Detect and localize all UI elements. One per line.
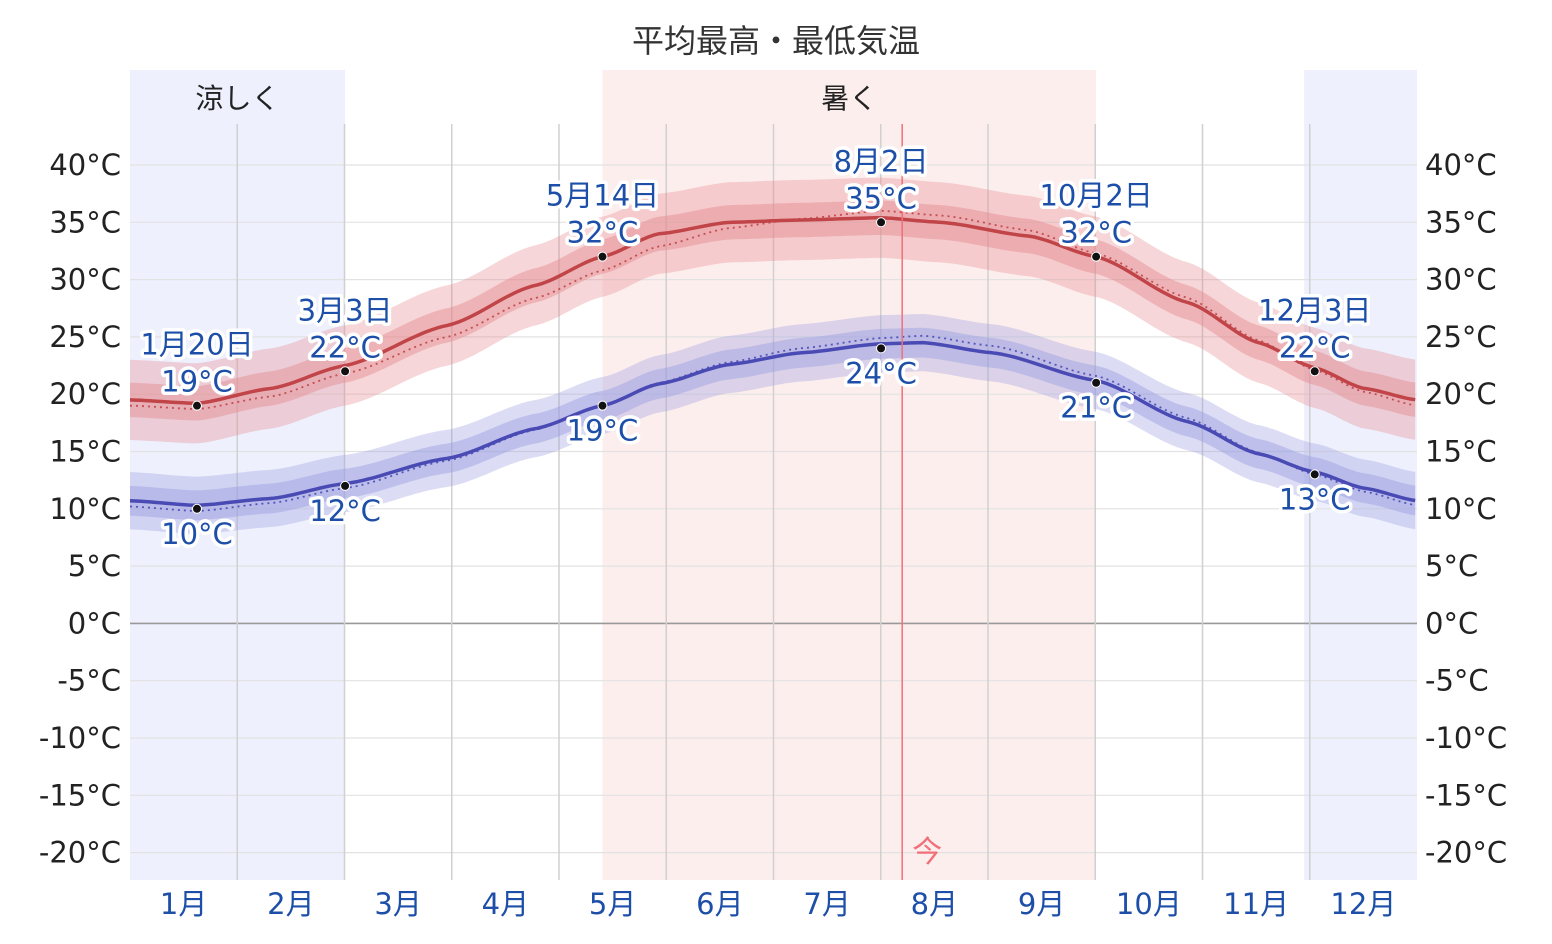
month-label: 3月 [374, 887, 421, 921]
chart-title: 平均最高・最低気温 [632, 22, 920, 60]
month-label: 5月 [589, 887, 636, 921]
high-point-label: 35°C [845, 181, 917, 215]
high-point-date: 5月14日 [546, 179, 659, 213]
low-point-label: 19°C [567, 414, 639, 448]
high-point-marker [597, 251, 608, 262]
season-label-0: 涼しく [196, 82, 280, 115]
y-tick-label-left: 30°C [49, 263, 121, 297]
y-tick-label-right: 25°C [1425, 320, 1497, 354]
y-tick-label-left: 5°C [68, 549, 121, 583]
season-label-2: 暑く [821, 82, 877, 115]
y-tick-label-left: -20°C [39, 836, 121, 870]
month-label: 12月 [1330, 887, 1396, 921]
y-tick-label-right: 35°C [1425, 205, 1497, 239]
axis-labels: 40°C 40°C 35°C 35°C 30°C 30°C 25°C 25°C 20°C 20°C… [39, 148, 1507, 921]
y-tick-label-left: -10°C [39, 721, 121, 755]
high-point-marker [340, 366, 351, 377]
y-tick-label-left: 40°C [49, 148, 121, 182]
y-tick-label-left: 0°C [68, 606, 121, 640]
high-point-label: 32°C [1060, 216, 1132, 250]
month-label: 6月 [696, 887, 743, 921]
high-point-label: 32°C [567, 216, 639, 250]
y-tick-label-right: 30°C [1425, 263, 1497, 297]
high-point-date: 1月20日 [140, 328, 253, 362]
low-point-label: 13°C [1279, 482, 1351, 516]
season-band-2 [602, 70, 1097, 880]
high-point-date: 8月2日 [834, 144, 929, 178]
today-marker: 今 [901, 124, 942, 880]
high-point-marker [1091, 251, 1102, 262]
y-tick-label-right: 15°C [1425, 435, 1497, 469]
low-point-label: 24°C [845, 356, 917, 390]
month-label: 10月 [1116, 887, 1182, 921]
low-point-marker [597, 400, 608, 411]
high-point-label: 19°C [161, 365, 233, 399]
y-tick-label-right: 0°C [1425, 606, 1478, 640]
low-point-label: 10°C [161, 517, 233, 551]
high-point-date: 10月2日 [1039, 179, 1152, 213]
high-normal-line [129, 209, 1416, 410]
month-label: 9月 [1018, 887, 1065, 921]
high-point-date: 3月3日 [298, 293, 393, 327]
month-label: 11月 [1223, 887, 1289, 921]
high-line [129, 215, 1416, 406]
y-tick-label-left: -5°C [57, 664, 121, 698]
low-point-label: 21°C [1060, 391, 1132, 425]
y-tick-label-left: -15°C [39, 778, 121, 812]
today-label: 今 [912, 835, 942, 870]
low-point-marker [191, 503, 202, 514]
y-tick-label-right: 5°C [1425, 549, 1478, 583]
low-point-marker [876, 343, 887, 354]
y-tick-label-left: 20°C [49, 377, 121, 411]
grid [130, 124, 1417, 880]
low-point-marker [1309, 469, 1320, 480]
y-tick-label-left: 10°C [49, 492, 121, 526]
high-point-date: 12月3日 [1258, 293, 1371, 327]
high-band-outer [130, 177, 1416, 444]
month-label: 7月 [803, 887, 850, 921]
y-tick-label-left: 25°C [49, 320, 121, 354]
y-tick-label-right: 20°C [1425, 377, 1497, 411]
high-point-marker [1309, 366, 1320, 377]
low-point-marker [340, 480, 351, 491]
high-point-marker [191, 400, 202, 411]
y-tick-label-right: -20°C [1425, 836, 1507, 870]
low-point-marker [1091, 377, 1102, 388]
low-point-label: 12°C [309, 494, 381, 528]
month-label: 2月 [267, 887, 314, 921]
y-tick-label-left: 15°C [49, 435, 121, 469]
y-tick-label-right: 10°C [1425, 492, 1497, 526]
month-label: 8月 [911, 887, 958, 921]
y-tick-label-right: -10°C [1425, 721, 1507, 755]
low-band-outer [130, 314, 1416, 534]
y-tick-label-right: -5°C [1425, 664, 1489, 698]
y-tick-label-left: 35°C [49, 205, 121, 239]
low-band-inner [130, 327, 1416, 521]
month-label: 1月 [160, 887, 207, 921]
y-tick-label-right: -15°C [1425, 778, 1507, 812]
high-point-label: 22°C [1279, 330, 1351, 364]
high-point-label: 22°C [309, 330, 381, 364]
y-tick-label-right: 40°C [1425, 148, 1497, 182]
month-label: 4月 [482, 887, 529, 921]
high-point-marker [876, 217, 887, 228]
